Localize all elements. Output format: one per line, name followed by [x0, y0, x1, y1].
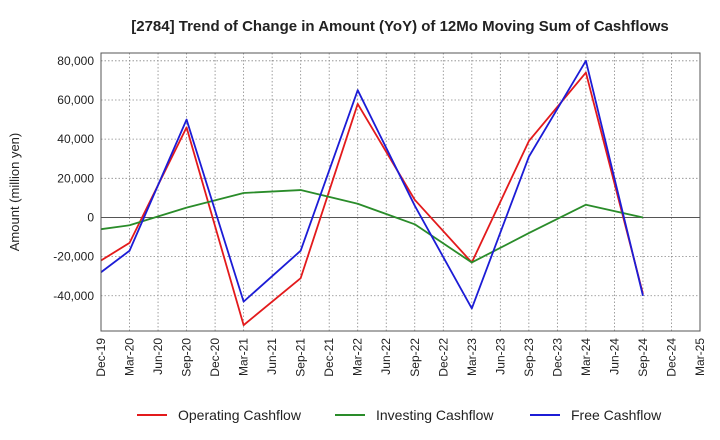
chart-title: [2784] Trend of Change in Amount (YoY) o…	[131, 18, 669, 35]
legend-label: Investing Cashflow	[376, 407, 494, 423]
x-tick-label: Dec-23	[550, 338, 564, 377]
y-tick-label: 40,000	[57, 132, 94, 146]
series-line-operating-cashflow	[100, 71, 644, 327]
x-tick-label: Mar-22	[351, 338, 365, 376]
x-tick-label: Dec-20	[208, 338, 222, 377]
x-tick-label: Sep-20	[180, 338, 194, 377]
x-tick-label: Sep-23	[522, 338, 536, 377]
x-tick-label: Mar-21	[237, 338, 251, 376]
y-tick-label: -20,000	[53, 250, 94, 264]
x-tick-label: Jun-23	[493, 338, 507, 375]
x-tick-label: Jun-20	[151, 338, 165, 375]
series-line-investing-cashflow	[100, 189, 644, 264]
legend-label: Operating Cashflow	[178, 407, 302, 423]
x-tick-label: Sep-22	[408, 338, 422, 377]
x-tick-label: Mar-24	[579, 338, 593, 376]
y-tick-label: 0	[87, 210, 94, 224]
legend: Operating Cashflow Investing Cashflow Free…	[137, 407, 662, 423]
x-tick-label: Sep-24	[636, 338, 650, 377]
x-tick-label: Mar-23	[465, 338, 479, 376]
x-tick-label: Dec-22	[436, 338, 450, 377]
y-axis-label: Amount (million yen)	[7, 133, 22, 252]
series-line-free-cashflow	[100, 59, 644, 310]
x-tick-labels: Dec-19 Mar-20 Jun-20 Sep-20 Dec-20 Mar-21 Jun-…	[94, 338, 707, 377]
series-layer	[100, 59, 644, 327]
x-tick-label: Jun-22	[379, 338, 393, 375]
legend-label: Free Cashflow	[571, 407, 662, 423]
y-tick-label: 80,000	[57, 54, 94, 68]
y-tick-label: 20,000	[57, 171, 94, 185]
x-tick-label: Jun-21	[265, 338, 279, 375]
x-tick-label: Dec-21	[322, 338, 336, 377]
x-tick-label: Mar-25	[693, 338, 707, 376]
x-tick-label: Sep-21	[294, 338, 308, 377]
x-tick-label: Mar-20	[123, 338, 137, 376]
grid-layer	[100, 53, 701, 331]
y-tick-label: 60,000	[57, 93, 94, 107]
y-tick-label: -40,000	[53, 289, 94, 303]
x-tick-label: Dec-19	[94, 338, 108, 377]
x-tick-label: Dec-24	[664, 338, 678, 377]
y-tick-labels: 80,000 60,000 40,000 20,000 0 -20,000 -40,000	[53, 54, 94, 303]
plot-frame	[100, 52, 701, 332]
x-tick-label: Jun-24	[607, 338, 621, 375]
